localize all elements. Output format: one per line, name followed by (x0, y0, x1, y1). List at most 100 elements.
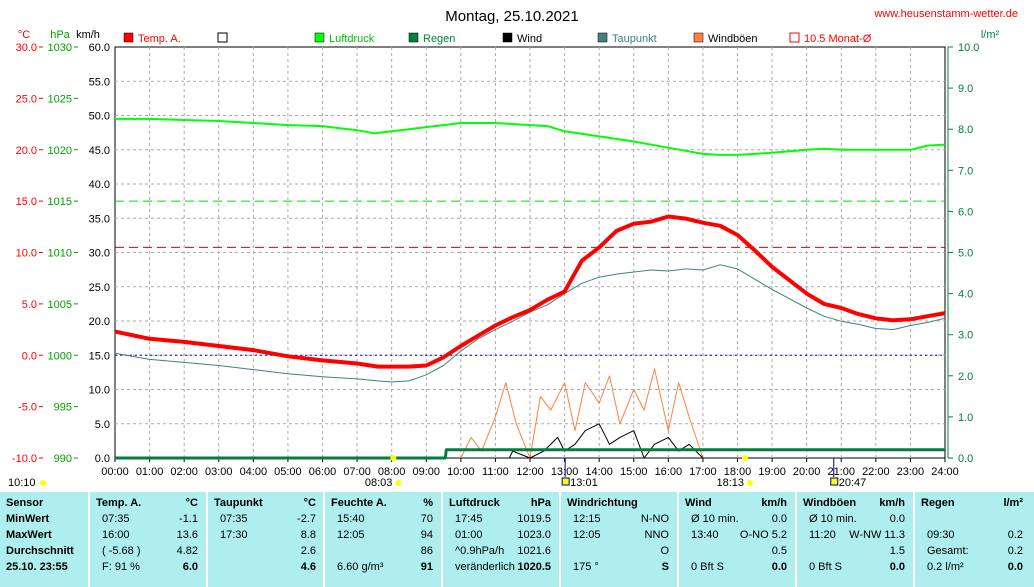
noon-icon (561, 477, 570, 486)
stats-cell-press: veränderlich (455, 561, 515, 573)
temp-tick-label: 25.0 (16, 93, 37, 105)
temp-tick-label: 10.0 (16, 248, 37, 260)
stats-value-gust: W-NW 11.3 (849, 529, 905, 541)
stats-value-hum: 70 (420, 513, 433, 525)
stats-value-rain: 0.2 (1007, 545, 1023, 557)
time-tick-label: 16:00 (655, 466, 683, 478)
chart-legend: Temp. A. Luftdruck Regen Wind Taupunkt Windbö… (123, 32, 872, 45)
legend-label: Wind (517, 33, 542, 45)
rain-unit-label: l/m² (981, 29, 1000, 41)
rain-tick-label: 9.0 (958, 83, 973, 95)
stats-header-dew: Taupunkt (214, 497, 263, 509)
stats-cell-dew: 07:35 (220, 513, 248, 525)
stats-cell-temp: F: 91 % (102, 561, 140, 573)
legend-label: Windböen (708, 33, 758, 45)
stats-value-temp: 4.82 (176, 545, 198, 557)
time-tick-label: 03:00 (205, 466, 233, 478)
stats-value-hum: 86 (420, 545, 433, 557)
wind-tick-label: 0.0 (95, 453, 110, 465)
rain-tick-label: 10.0 (958, 42, 979, 54)
wind-tick-label: 5.0 (95, 419, 110, 431)
stats-value-wind: 0.5 (771, 545, 787, 557)
sunrise-label: 08:03 (365, 477, 393, 489)
stats-header-wind: Wind (685, 497, 712, 509)
stats-value-temp: 6.0 (182, 561, 198, 573)
gust-line (460, 368, 704, 459)
stats-value-gust: 1.5 (889, 545, 905, 557)
stats-value-dew: 4.6 (300, 561, 316, 573)
legend-swatch (408, 32, 419, 43)
stats-cell-gust: 0 Bft S (809, 561, 843, 573)
legend-swatch (123, 32, 134, 43)
stats-value-dew: -2.7 (297, 513, 316, 525)
sun-markers: 10:10 08:03 18:13 13:01 20:47 (8, 455, 866, 489)
wind-unit-label: km/h (76, 29, 100, 41)
stats-header-temp: Temp. A. (96, 497, 142, 509)
time-tick-label: 09:00 (412, 466, 440, 478)
stats-header-hum: Feuchte A. (331, 497, 387, 509)
stats-cell-hum: 12:05 (337, 529, 365, 541)
sunset-label: 18:13 (716, 477, 744, 489)
wind-tick-label: 50.0 (89, 111, 110, 123)
stats-header-rain: Regen (921, 497, 955, 509)
stats-cell-wind: Ø 10 min. (691, 513, 739, 525)
rain-tick-label: 1.0 (958, 412, 973, 424)
stats-cell-dew: 17:30 (220, 529, 248, 541)
stats-cell-hum: 15:40 (337, 513, 365, 525)
time-tick-label: 12:00 (516, 466, 544, 478)
time-tick-label: 05:00 (274, 466, 302, 478)
plot-grid (115, 47, 945, 458)
stats-value-press: 1020.5 (517, 561, 551, 573)
stats-cell-gust: Ø 10 min. (809, 513, 857, 525)
time-tick-label: 17:00 (689, 466, 717, 478)
time-tick-label: 01:00 (136, 466, 164, 478)
time-tick-label: 21:00 (827, 466, 855, 478)
stats-value-rain: 0.2 (1007, 529, 1023, 541)
moon-label: 20:47 (839, 477, 867, 489)
wind-line (508, 423, 704, 459)
time-tick-label: 22:00 (862, 466, 890, 478)
rain-tick-label: 3.0 (958, 330, 973, 342)
stats-header-press: Luftdruck (449, 497, 500, 509)
wind-tick-label: 40.0 (89, 179, 110, 191)
stats-cell-temp: 16:00 (102, 529, 130, 541)
stats-value-hum: 94 (420, 529, 433, 541)
time-tick-label: 11:00 (482, 466, 509, 478)
stats-cell-rain: 09:30 (927, 529, 955, 541)
pressure-tick-label: 1015 (48, 196, 72, 208)
stats-unit-rain: l/m² (1003, 497, 1023, 509)
site-url[interactable]: www.heusenstamm-wetter.de (873, 8, 1018, 20)
time-tick-label: 08:00 (378, 466, 406, 478)
temp-unit-label: °C (18, 29, 30, 41)
time-tick-label: 19:00 (758, 466, 786, 478)
rain-tick-label: 2.0 (958, 371, 973, 383)
rain-tick-label: 7.0 (958, 165, 973, 177)
stats-value-dew: 2.6 (300, 545, 316, 557)
wind-tick-label: 55.0 (89, 76, 110, 88)
pressure-tick-label: 1005 (48, 299, 72, 311)
stats-cell-dir: 12:15 (573, 513, 601, 525)
stats-unit-temp: °C (185, 497, 198, 509)
pressure-unit-label: hPa (50, 29, 70, 41)
stats-value-gust: 0.0 (889, 561, 905, 573)
stats-cell-rain: Gesamt: (927, 545, 969, 557)
stats-value-gust: 0.0 (889, 513, 905, 525)
stats-cell-wind: 0 Bft S (691, 561, 725, 573)
stats-header-sensor: Sensor (6, 497, 44, 509)
time-tick-label: 24:00 (931, 466, 959, 478)
series-group (114, 117, 946, 460)
stats-cell-press: 01:00 (455, 529, 483, 541)
pressure-tick-label: 990 (54, 453, 72, 465)
wind-tick-label: 15.0 (89, 350, 110, 362)
stats-table: Sensor MinWert MaxWert Durchschnitt 25.1… (0, 492, 1034, 587)
time-tick-label: 13:00 (551, 466, 579, 478)
pressure-tick-label: 1020 (48, 145, 72, 157)
wind-tick-label: 30.0 (89, 248, 110, 260)
time-tick-label: 10:00 (447, 466, 475, 478)
temperature-line (114, 214, 946, 369)
stats-value-press: 1019.5 (517, 513, 551, 525)
temp-tick-label: 5.0 (22, 299, 37, 311)
stats-value-dir: N-NO (640, 513, 669, 525)
stats-value-wind: O-NO 5.2 (739, 529, 787, 541)
pressure-tick-label: 1000 (48, 350, 72, 362)
